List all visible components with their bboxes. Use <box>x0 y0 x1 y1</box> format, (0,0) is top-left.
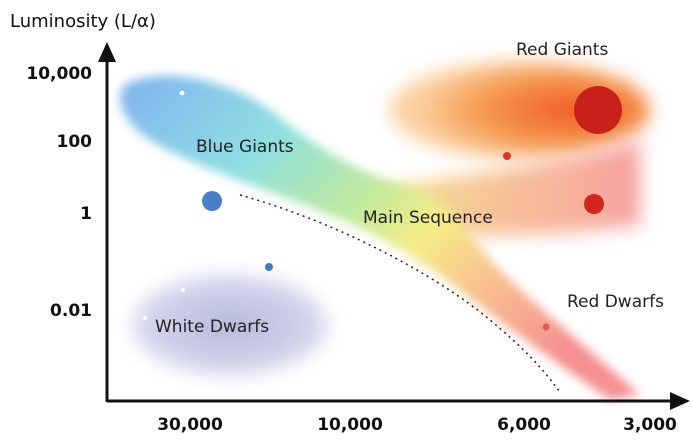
region-label: Red Dwarfs <box>567 292 664 312</box>
star <box>180 91 185 96</box>
y-tick-label: 100 <box>57 132 93 152</box>
x-arrow <box>670 392 690 410</box>
x-tick-label: 3,000 <box>623 415 677 435</box>
star <box>543 324 550 331</box>
star <box>584 194 604 214</box>
region-label: Main Sequence <box>363 208 493 228</box>
hr-diagram: Luminosity (L/α) 10,000 100 1 0.01 30,00… <box>0 0 693 440</box>
y-tick-label: 0.01 <box>50 301 92 321</box>
y-tick-label: 10,000 <box>26 64 92 84</box>
region-label: White Dwarfs <box>155 317 269 337</box>
region-label: Blue Giants <box>196 137 294 157</box>
star <box>265 263 273 271</box>
star <box>202 191 222 211</box>
region-label: Red Giants <box>516 40 608 60</box>
y-axis-title: Luminosity (L/α) <box>10 11 156 32</box>
x-tick-label: 10,000 <box>317 415 383 435</box>
x-tick-label: 6,000 <box>497 415 551 435</box>
x-tick-label: 30,000 <box>157 415 223 435</box>
star <box>181 288 185 292</box>
y-arrow <box>98 42 116 62</box>
star <box>143 316 147 320</box>
y-tick-label: 1 <box>80 204 92 224</box>
star <box>574 86 622 134</box>
star <box>503 152 511 160</box>
